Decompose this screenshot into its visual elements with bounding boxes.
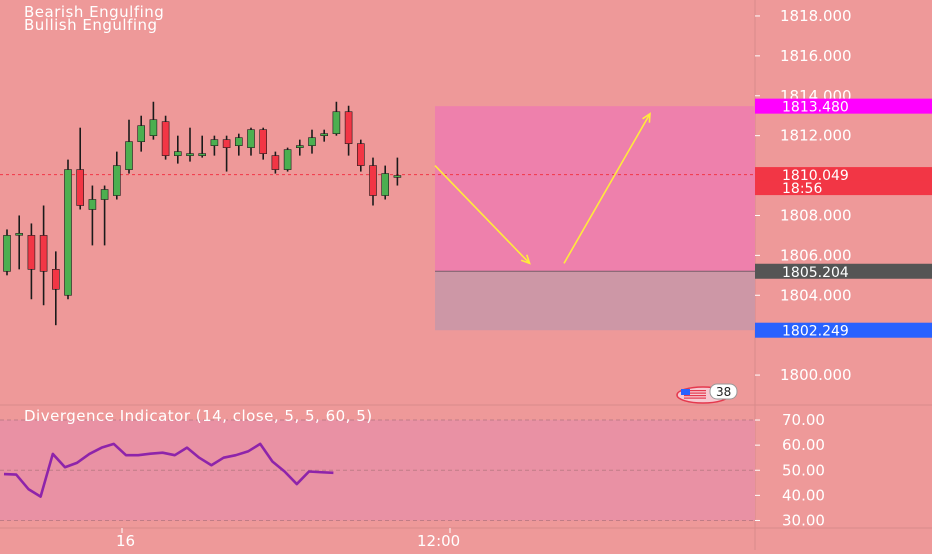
oscillator-line [3, 442, 334, 498]
target-zone-lower [435, 271, 755, 331]
price-badge [755, 98, 932, 114]
candle-body [113, 165, 121, 196]
candle-body [344, 111, 353, 144]
oscillator-tick-label: 70.00 [782, 411, 825, 429]
candle-body [161, 121, 170, 156]
candle-body [271, 155, 280, 170]
candle-body [15, 233, 23, 236]
us-flag-icon [676, 383, 738, 404]
candle-body [125, 141, 133, 170]
candle-body [100, 189, 109, 200]
oscillator-band [0, 420, 755, 521]
candle-body [356, 143, 365, 166]
candle-body [235, 137, 243, 146]
candle-body [198, 153, 206, 156]
candle-body [369, 165, 377, 196]
candle-body [247, 129, 255, 148]
events-count-pill [709, 383, 738, 400]
candle-body [64, 169, 72, 296]
arrow-up-head [642, 112, 651, 123]
price-badge [755, 322, 932, 338]
candle-body [332, 111, 341, 134]
legend-bullish-engulfing[interactable]: Bullish Engulfing [24, 16, 158, 34]
price-badge [755, 167, 932, 183]
price-tick-label: 1816.000 [780, 47, 852, 65]
candle-body [320, 133, 329, 136]
price-tick-label: 1804.000 [780, 286, 852, 304]
candle-body [259, 129, 268, 154]
oscillator-title[interactable]: Divergence Indicator (14, close, 5, 5, 6… [24, 407, 373, 425]
legend-bearish-engulfing[interactable]: Bearish Engulfing [24, 3, 165, 21]
price-badge-label: 1813.480 [782, 100, 849, 116]
price-badge-label: 1805.204 [782, 265, 849, 281]
candle-body [137, 125, 145, 142]
time-tick-label: 12:00 [417, 532, 460, 550]
price-badge-label: 1802.249 [782, 324, 849, 340]
arrow-down-shaft [434, 165, 531, 264]
price-tick-label: 1806.000 [780, 246, 852, 264]
price-tick-label: 1818.000 [780, 7, 852, 25]
price-badge-label: 18:56 [782, 181, 822, 197]
price-badge [755, 263, 932, 279]
candle-body [222, 139, 231, 148]
oscillator-tick-label: 60.00 [782, 436, 825, 454]
target-zone-upper [435, 106, 755, 272]
oscillator-tick-label: 30.00 [782, 511, 825, 529]
flag-stripe [684, 392, 706, 394]
candle-body [88, 199, 97, 210]
candle-body [27, 235, 36, 270]
candle-body [174, 151, 182, 156]
flag-canton [681, 389, 690, 395]
arrow-down-head [520, 254, 531, 265]
price-tick-label: 1800.000 [780, 366, 852, 384]
candle-body [393, 175, 402, 178]
events-count-label: 38 [716, 385, 731, 399]
candle-body [149, 119, 158, 136]
candle-body [3, 235, 11, 272]
price-tick-label: 1812.000 [780, 127, 852, 145]
oscillator-tick-label: 40.00 [782, 486, 825, 504]
candle-body [283, 149, 292, 170]
candle-body [295, 145, 304, 148]
candle-body [39, 235, 48, 272]
candle-body [381, 173, 390, 196]
flag-stripe [684, 395, 706, 397]
flag-stripe [684, 390, 706, 392]
time-tick-label: 16 [116, 532, 135, 550]
flag-stripe [684, 397, 706, 399]
candle-body [51, 269, 60, 290]
candle-body [186, 153, 194, 156]
price-badge [755, 180, 932, 196]
arrow-up-shaft [563, 113, 651, 264]
candle-body [308, 137, 316, 146]
price-tick-label: 1808.000 [780, 206, 852, 224]
candle-body [76, 169, 84, 206]
candle-body [210, 139, 219, 146]
oscillator-tick-label: 50.00 [782, 461, 825, 479]
